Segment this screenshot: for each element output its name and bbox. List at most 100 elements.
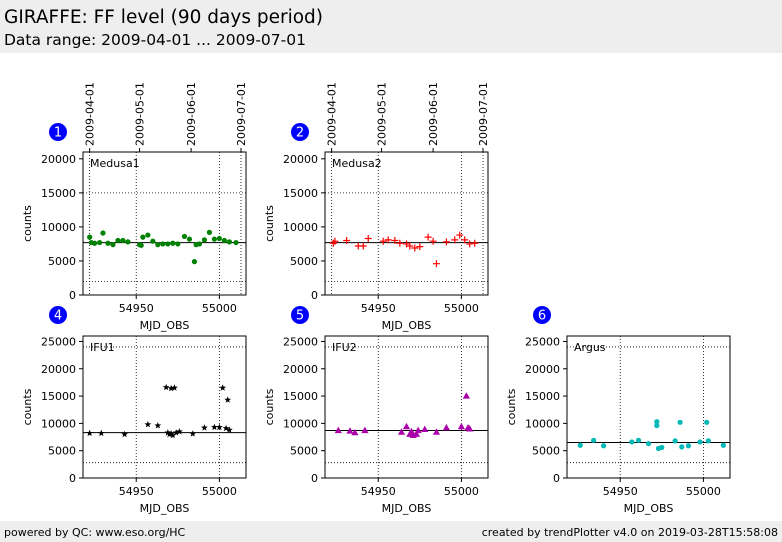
data-point bbox=[97, 429, 105, 437]
data-point bbox=[211, 236, 217, 242]
data-point bbox=[457, 422, 465, 430]
series-label: Argus bbox=[574, 341, 606, 354]
data-point bbox=[364, 234, 372, 242]
data-point bbox=[215, 423, 223, 431]
data-point bbox=[219, 384, 227, 391]
y-tick-label: 0 bbox=[553, 472, 560, 485]
y-tick-label: 25000 bbox=[525, 335, 560, 348]
data-point bbox=[412, 430, 421, 437]
y-tick-label: 0 bbox=[311, 289, 318, 302]
plot-area bbox=[567, 336, 730, 478]
data-point bbox=[421, 425, 429, 432]
chart-badge bbox=[49, 123, 67, 141]
data-point bbox=[429, 237, 437, 245]
series-label: Medusa2 bbox=[332, 157, 382, 170]
data-point bbox=[226, 239, 232, 245]
data-point bbox=[210, 423, 218, 431]
report-header: GIRAFFE: FF level (90 days period) Data … bbox=[0, 0, 782, 53]
data-point bbox=[672, 438, 678, 444]
x-tick-label: 55000 bbox=[444, 485, 479, 498]
data-point bbox=[635, 437, 642, 443]
data-point bbox=[191, 259, 198, 265]
y-tick-label: 0 bbox=[69, 472, 76, 485]
y-tick-label: 25000 bbox=[283, 335, 318, 348]
data-point bbox=[466, 425, 474, 432]
data-point bbox=[462, 392, 470, 399]
plot-frame bbox=[324, 335, 489, 479]
y-tick-label: 15000 bbox=[41, 390, 76, 403]
data-point bbox=[224, 396, 232, 403]
data-point bbox=[105, 240, 111, 246]
date-tick-label: 2009-04-01 bbox=[326, 82, 339, 146]
data-point bbox=[396, 239, 404, 247]
data-point bbox=[87, 234, 93, 240]
x-tick-label: 55000 bbox=[202, 485, 237, 498]
x-tick-label: 55000 bbox=[444, 302, 479, 315]
chart-ifu1: 4 IFU1 0 5000 10000 15000 20000 25000 54950 55000… bbox=[21, 306, 247, 515]
data-point bbox=[125, 239, 131, 245]
y-tick-label: 15000 bbox=[41, 187, 76, 200]
data-point bbox=[461, 236, 469, 244]
data-point bbox=[216, 235, 222, 242]
y-tick-label: 20000 bbox=[283, 363, 318, 376]
y-tick-label: 10000 bbox=[525, 417, 560, 430]
data-point bbox=[171, 384, 178, 391]
plot-frame bbox=[82, 151, 247, 296]
data-point bbox=[577, 442, 583, 448]
chart-badge-number: 1 bbox=[54, 126, 62, 141]
data-point bbox=[466, 240, 474, 248]
y-tick-label: 5000 bbox=[48, 445, 76, 458]
data-point bbox=[331, 237, 339, 245]
date-tick-label: 2009-06-01 bbox=[427, 82, 440, 146]
powered-by-text: powered by QC: www.eso.org/HC bbox=[4, 526, 186, 539]
data-point bbox=[115, 237, 121, 244]
data-point bbox=[169, 431, 177, 439]
x-axis-label: MJD_OBS bbox=[382, 502, 432, 515]
series-label: IFU1 bbox=[90, 341, 115, 354]
data-point bbox=[442, 423, 451, 431]
data-point bbox=[645, 440, 652, 447]
data-point bbox=[414, 426, 422, 434]
y-axis-label: counts bbox=[263, 388, 276, 425]
data-point bbox=[471, 239, 479, 247]
x-tick-label: 54950 bbox=[603, 485, 638, 498]
report-footer: powered by QC: www.eso.org/HC created by… bbox=[0, 521, 782, 542]
date-range-subtitle: Data range: 2009-04-01 ... 2009-07-01 bbox=[4, 31, 306, 49]
data-point bbox=[654, 419, 660, 425]
data-point bbox=[705, 438, 711, 444]
x-tick-label: 54950 bbox=[361, 302, 396, 315]
y-axis-label: counts bbox=[21, 205, 34, 242]
data-point bbox=[654, 422, 660, 429]
plot-frame bbox=[566, 335, 731, 479]
plot-area bbox=[83, 336, 246, 478]
data-point bbox=[679, 444, 685, 450]
chart-badge bbox=[533, 306, 551, 324]
chart-badge-number: 2 bbox=[296, 126, 304, 141]
x-axis-label: MJD_OBS bbox=[624, 502, 674, 515]
y-tick-label: 20000 bbox=[41, 363, 76, 376]
data-point bbox=[402, 422, 411, 430]
chart-badge bbox=[49, 306, 67, 324]
y-tick-label: 5000 bbox=[48, 255, 76, 268]
data-point bbox=[170, 240, 176, 246]
y-tick-label: 0 bbox=[311, 472, 318, 485]
data-point bbox=[155, 242, 161, 248]
chart-badge-number: 5 bbox=[296, 309, 304, 324]
date-tick-label: 2009-06-01 bbox=[185, 82, 198, 146]
data-point bbox=[379, 237, 387, 245]
series-label: IFU2 bbox=[332, 341, 357, 354]
data-point bbox=[704, 419, 710, 425]
data-point bbox=[189, 430, 197, 437]
x-axis-label: MJD_OBS bbox=[140, 502, 190, 515]
data-point bbox=[685, 443, 692, 449]
data-point bbox=[391, 237, 399, 245]
chart-argus: 6 Argus 0 5000 10000 15000 20000 25000 54950 5500… bbox=[505, 306, 731, 515]
data-point bbox=[397, 428, 406, 435]
series-label: Medusa1 bbox=[90, 157, 140, 170]
data-point bbox=[361, 426, 369, 434]
data-point bbox=[172, 429, 180, 436]
y-tick-label: 15000 bbox=[283, 390, 318, 403]
date-tick-label: 2009-05-01 bbox=[134, 82, 147, 146]
y-tick-label: 5000 bbox=[532, 445, 560, 458]
